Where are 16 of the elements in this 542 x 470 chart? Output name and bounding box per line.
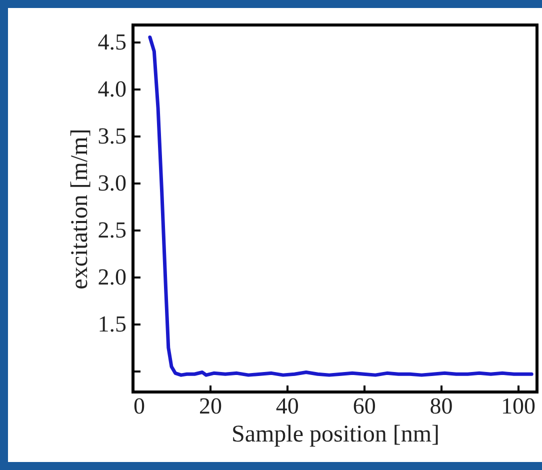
y-tick-label: 3.0 xyxy=(98,170,126,196)
x-tick-label: 80 xyxy=(430,394,453,418)
y-tick-label: 4.0 xyxy=(98,76,126,102)
y-tick-label: 2.5 xyxy=(98,218,126,243)
x-tick-label: 0 xyxy=(134,394,145,418)
y-axis-title: excitation [m/m] xyxy=(66,128,93,290)
y-tick-label: 3.5 xyxy=(98,124,126,149)
line-series xyxy=(148,35,534,377)
y-tick-label: 2.0 xyxy=(98,264,126,290)
x-tick-label: 20 xyxy=(198,394,222,418)
x-tick-label: 40 xyxy=(276,394,299,418)
x-axis-title: Sample position [nm] xyxy=(232,422,440,448)
x-tick-label: 60 xyxy=(352,394,376,418)
y-tick-label: 1.5 xyxy=(98,312,126,337)
x-tick-label: 100 xyxy=(501,394,536,418)
y-tick-label: 4.5 xyxy=(98,29,126,54)
